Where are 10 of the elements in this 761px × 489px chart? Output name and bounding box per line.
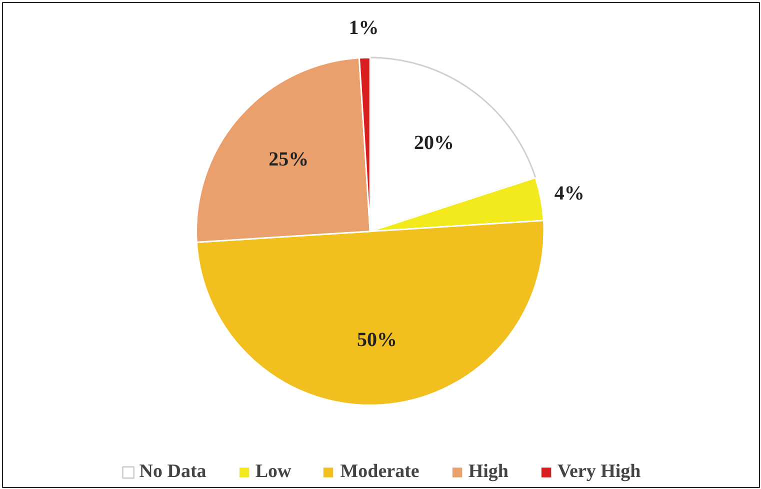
data-label: 25% (268, 148, 309, 170)
legend-label: Low (255, 461, 292, 483)
legend-label: Very High (557, 461, 641, 483)
legend-label: Moderate (340, 461, 420, 483)
data-label: 1% (348, 17, 379, 40)
legend-label: No Data (139, 461, 206, 483)
data-label: 20% (414, 132, 454, 154)
legend-label: High (468, 461, 508, 483)
data-label: 4% (554, 182, 584, 204)
data-label: 50% (356, 329, 397, 352)
